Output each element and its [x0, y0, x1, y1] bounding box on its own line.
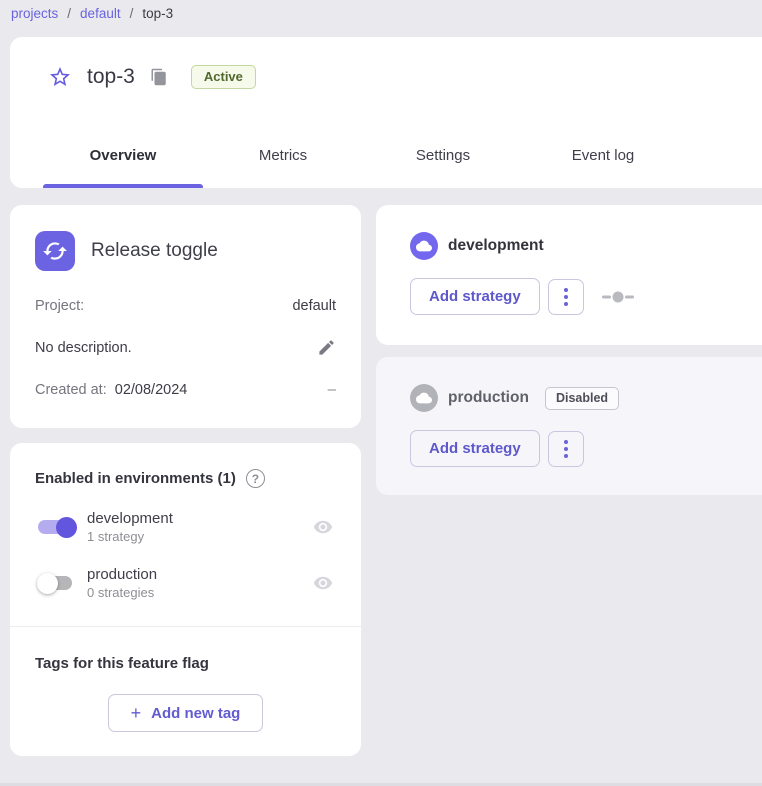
- environment-card-name: development: [448, 237, 544, 254]
- tab-bar: Overview Metrics Settings Event log: [43, 122, 683, 188]
- environment-name: development: [87, 510, 173, 527]
- environment-toggle-row-development: development 1 strategy: [35, 510, 336, 544]
- overview-side-panel: Release toggle Project: default No descr…: [10, 205, 361, 756]
- cloud-icon: [410, 384, 438, 412]
- project-label: Project:: [35, 298, 85, 314]
- cloud-icon: [410, 232, 438, 260]
- environment-card-development: development Add strategy: [376, 205, 762, 345]
- add-strategy-button[interactable]: Add strategy: [410, 278, 540, 315]
- feature-meta-card: Release toggle Project: default No descr…: [10, 205, 361, 428]
- empty-value-dash: –: [327, 381, 336, 398]
- divider: [10, 626, 361, 627]
- created-value: 02/08/2024: [114, 381, 188, 398]
- environment-card-name: production: [448, 389, 529, 406]
- tab-metrics[interactable]: Metrics: [258, 146, 308, 164]
- environment-menu-button[interactable]: [547, 430, 584, 467]
- strategy-connector-icon: [601, 291, 634, 302]
- tab-overview[interactable]: Overview: [43, 122, 203, 188]
- bottom-edge-strip: [0, 783, 762, 786]
- strategy-count: 1 strategy: [87, 529, 145, 544]
- visibility-icon[interactable]: [313, 517, 333, 537]
- environment-menu-button[interactable]: [547, 278, 584, 315]
- strategy-count: 0 strategies: [87, 585, 155, 600]
- breadcrumb-current: top-3: [142, 6, 174, 21]
- environment-accordions: development Add strategy production Disa…: [376, 205, 762, 495]
- feature-type-label: Release toggle: [91, 240, 218, 261]
- feature-type-row: Release toggle: [35, 231, 336, 271]
- visibility-icon[interactable]: [313, 573, 333, 593]
- feature-header-card: top-3 Active Overview Metrics Settings E…: [10, 37, 762, 188]
- created-row: Created at: 02/08/2024 –: [35, 381, 336, 398]
- breadcrumb-separator: /: [67, 6, 72, 21]
- page-title: top-3: [87, 65, 135, 88]
- favorite-star-icon[interactable]: [48, 65, 72, 89]
- add-new-tag-button[interactable]: + Add new tag: [107, 694, 264, 732]
- release-toggle-icon: [35, 231, 75, 271]
- copy-icon[interactable]: [150, 68, 168, 86]
- help-icon[interactable]: ?: [245, 469, 265, 488]
- description-text: No description.: [35, 339, 132, 356]
- environments-card: Enabled in environments (1) ? developmen…: [10, 443, 361, 756]
- plus-icon: +: [130, 703, 142, 723]
- add-strategy-button[interactable]: Add strategy: [410, 430, 540, 467]
- edit-description-icon[interactable]: [317, 338, 336, 357]
- created-label: Created at:: [35, 381, 107, 398]
- breadcrumb-separator: /: [129, 6, 134, 21]
- production-toggle[interactable]: [35, 571, 79, 595]
- add-new-tag-label: Add new tag: [151, 704, 241, 722]
- description-row: No description.: [35, 338, 336, 357]
- environment-toggle-row-production: production 0 strategies: [35, 566, 336, 600]
- environment-card-production: production Disabled Add strategy: [376, 357, 762, 495]
- main-content: Release toggle Project: default No descr…: [10, 205, 762, 756]
- breadcrumb: projects / default / top-3: [0, 0, 762, 21]
- project-row: Project: default: [35, 298, 336, 314]
- disabled-badge: Disabled: [544, 386, 620, 410]
- tab-event-log[interactable]: Event log: [571, 146, 635, 164]
- status-badge: Active: [190, 65, 256, 89]
- breadcrumb-default[interactable]: default: [80, 6, 121, 21]
- environments-heading: Enabled in environments (1): [35, 470, 236, 487]
- feature-title-row: top-3 Active: [10, 37, 762, 89]
- tab-settings[interactable]: Settings: [415, 146, 471, 164]
- breadcrumb-projects[interactable]: projects: [11, 6, 59, 21]
- development-toggle[interactable]: [35, 515, 79, 539]
- environment-name: production: [87, 566, 158, 583]
- tags-heading: Tags for this feature flag: [35, 655, 209, 672]
- project-value: default: [292, 298, 336, 314]
